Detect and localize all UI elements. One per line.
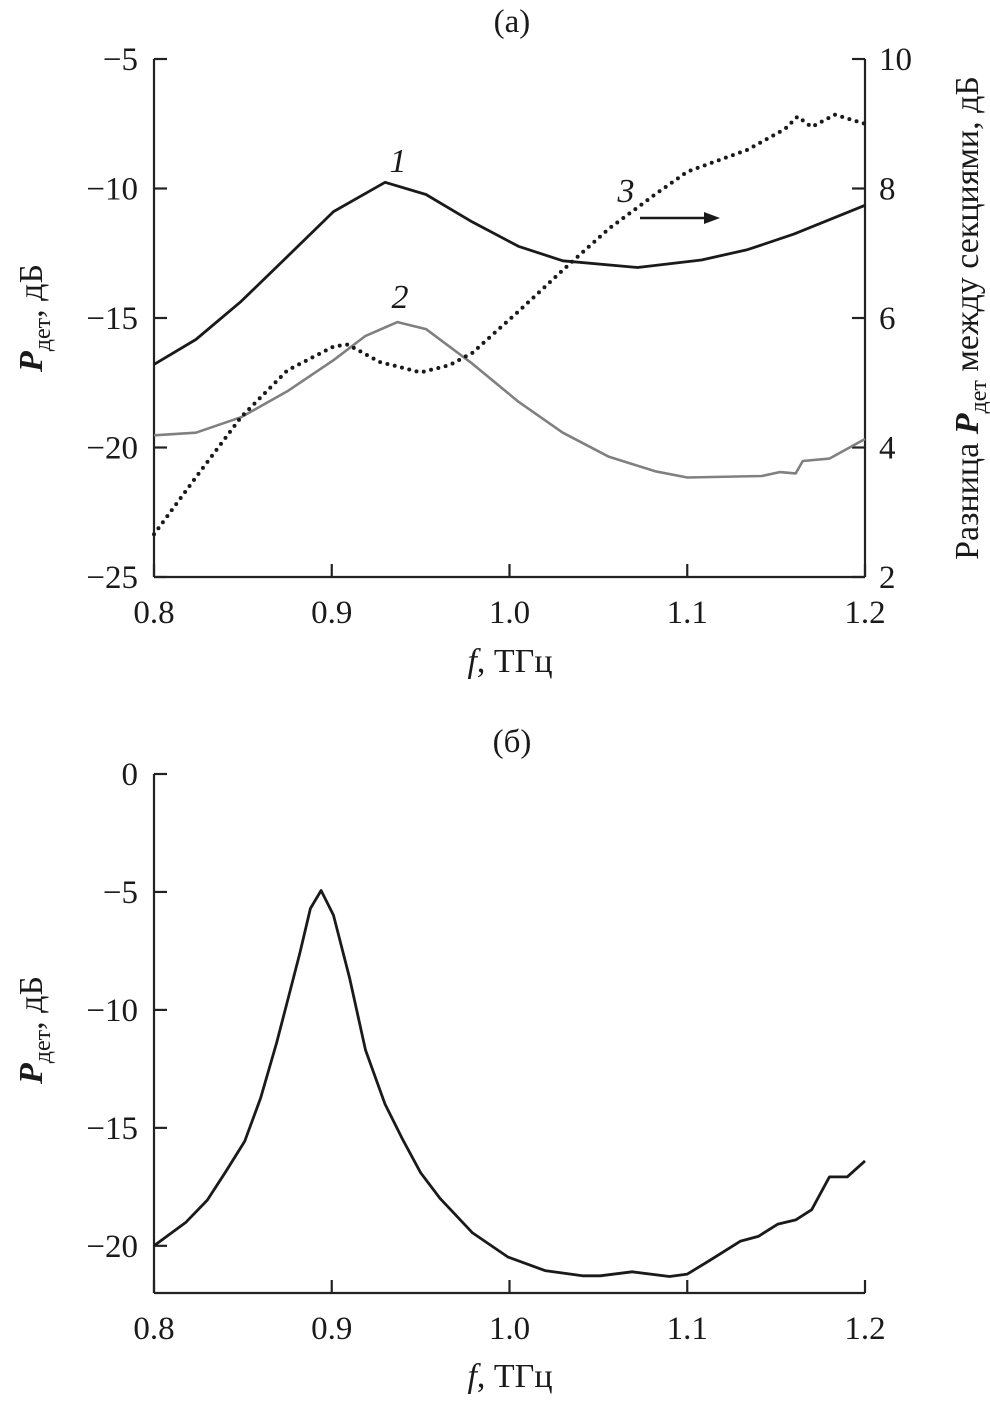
- x-tick-label: 0.9: [311, 595, 352, 631]
- x-tick-label: 1.2: [844, 595, 885, 631]
- y-tick-label: −5: [103, 875, 138, 911]
- y-sub: дет: [30, 317, 56, 351]
- series-line-1: [153, 889, 866, 1278]
- y-unit: , дБ: [13, 976, 50, 1030]
- series-line-1: [153, 180, 866, 366]
- y-tick-label: −25: [86, 560, 138, 596]
- panel-a-ylabel: Pдет, дБ: [13, 264, 56, 373]
- x-unit: , ТГц: [477, 643, 553, 680]
- x-tick-label: 1.1: [667, 595, 708, 631]
- y-tick-label: −10: [86, 172, 138, 208]
- y-tick-label-right: 2: [879, 560, 896, 596]
- y-var: P: [13, 351, 50, 373]
- panel-b-ylabel: Pдет, дБ: [13, 976, 56, 1085]
- y-unit: , дБ: [13, 264, 50, 318]
- x-tick-label: 0.8: [133, 1311, 174, 1347]
- x-tick-label: 0.9: [311, 1311, 352, 1347]
- y-var: P: [13, 1063, 50, 1085]
- panel-a-ylabel-right: Разница Pдет между секциями, дБ: [949, 76, 990, 560]
- yr-rest: между секциями, дБ: [949, 76, 986, 380]
- panel-a-label: (а): [494, 4, 531, 40]
- curve-label-1: 1: [390, 143, 407, 180]
- yr-sub: дет: [966, 380, 990, 414]
- curve-label-3: 3: [617, 173, 635, 210]
- y-tick-label: 0: [122, 757, 139, 793]
- series-line-2: [153, 320, 866, 479]
- y-tick-label: −20: [86, 431, 138, 467]
- x-unit: , ТГц: [477, 1358, 553, 1395]
- panel-b-xlabel: f, ТГц: [467, 1358, 552, 1395]
- y-tick-label: −15: [86, 1111, 138, 1147]
- y-tick-label-right: 6: [879, 301, 896, 337]
- y-tick-label-right: 4: [879, 431, 896, 467]
- x-tick-label: 1.2: [844, 1311, 885, 1347]
- y-tick-label: −15: [86, 301, 138, 337]
- curve-label-2: 2: [392, 279, 409, 316]
- panel-a-xlabel: f, ТГц: [467, 643, 552, 680]
- series-line-3: [152, 112, 867, 537]
- y-tick-label-right: 8: [879, 172, 896, 208]
- y-tick-label: −20: [86, 1229, 138, 1265]
- y-sub: дет: [30, 1029, 56, 1063]
- x-tick-label: 0.8: [133, 595, 174, 631]
- y-tick-label: −10: [86, 993, 138, 1029]
- y-tick-label-right: 10: [879, 42, 912, 78]
- x-tick-label: 1.0: [489, 1311, 530, 1347]
- yr-pre: Разница: [949, 434, 986, 560]
- x-tick-label: 1.0: [489, 595, 530, 631]
- y-tick-label: −5: [103, 42, 138, 78]
- right-axis-arrow-icon: [640, 212, 720, 224]
- yr-var: P: [949, 413, 986, 435]
- panel-b-label: (б): [493, 724, 532, 760]
- x-tick-label: 1.1: [667, 1311, 708, 1347]
